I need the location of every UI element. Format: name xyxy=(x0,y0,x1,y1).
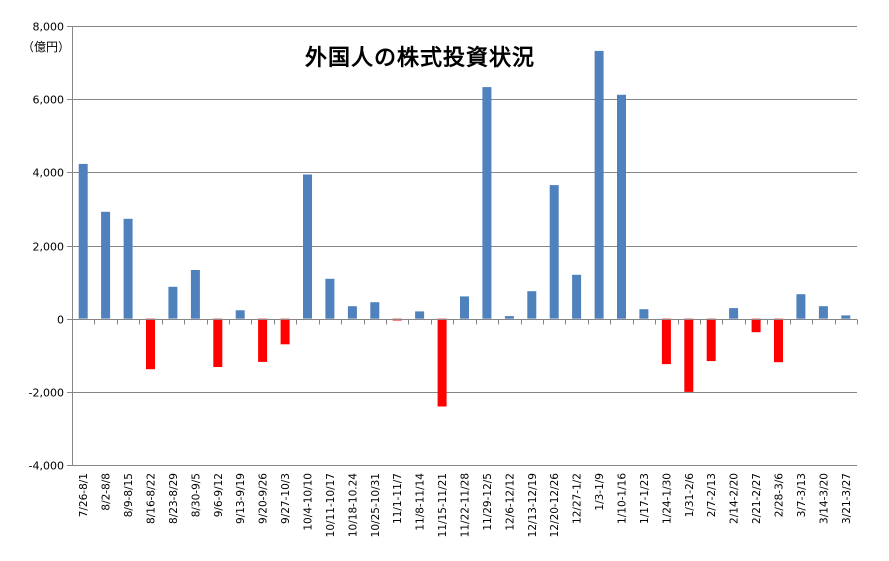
x-tick-label: 2/28-3/6 xyxy=(774,473,786,518)
x-tick-label: 9/6-9/12 xyxy=(213,473,225,517)
chart-title: 外国人の株式投資状況 xyxy=(305,46,536,71)
bar xyxy=(796,294,806,319)
bar xyxy=(706,318,716,362)
bar xyxy=(617,94,626,319)
x-tick-label: 11/8-11/14 xyxy=(415,473,427,531)
bar xyxy=(303,174,312,319)
x-tick-label: 3/14-3/20 xyxy=(818,473,830,524)
x-tick-label: 2/21-2/27 xyxy=(751,473,763,524)
bar xyxy=(123,218,133,319)
y-tick-label: 4,000 xyxy=(33,167,65,180)
axes xyxy=(67,26,858,466)
bar xyxy=(818,306,828,319)
x-tick-label: 1/31-2/6 xyxy=(684,473,696,518)
x-tick-label: 1/24-1/30 xyxy=(661,473,673,524)
bar xyxy=(841,315,851,319)
x-tick-label: 10/25-10/31 xyxy=(370,473,382,537)
x-tick-label: 1/17-1/23 xyxy=(639,473,651,524)
x-tick-label: 12/20-12/26 xyxy=(549,473,561,538)
x-tick-label: 12/6-12/12 xyxy=(504,473,516,531)
bar xyxy=(661,318,671,365)
x-tick-label: 11/22-11/28 xyxy=(460,473,472,537)
bar xyxy=(527,291,537,319)
x-tick-label: 8/9-8/15 xyxy=(123,473,135,517)
bar xyxy=(235,310,245,319)
y-tick-label: 0 xyxy=(57,314,64,327)
bar xyxy=(729,308,739,319)
x-tick-label: 10/4-10/10 xyxy=(303,473,315,531)
bar xyxy=(639,309,649,319)
bar xyxy=(213,318,223,367)
bars xyxy=(78,50,851,407)
bar xyxy=(168,286,178,319)
y-tick-label: -4,000 xyxy=(29,460,64,473)
y-tick-label: -2,000 xyxy=(29,387,64,400)
x-tick-label: 11/1-11/7 xyxy=(392,473,404,524)
x-tick-label: 9/27-10/3 xyxy=(280,473,292,524)
bar xyxy=(190,270,200,319)
y-tick-label: 8,000 xyxy=(33,21,65,34)
bar xyxy=(437,318,447,407)
x-tick-label: 1/3-1/9 xyxy=(594,473,606,511)
bar xyxy=(460,296,469,319)
bar xyxy=(258,318,268,362)
bar xyxy=(78,163,88,319)
bar xyxy=(684,318,694,392)
bar xyxy=(347,306,357,319)
bar xyxy=(774,318,783,363)
x-tick-label: 9/20-9/26 xyxy=(258,473,270,524)
bar xyxy=(101,211,111,319)
x-tick-labels: 7/26-8/1 8/2-8/8 8/9-8/15 8/16-8/22 8/23-8/2… xyxy=(78,473,853,538)
x-tick-label: 8/23-8/29 xyxy=(168,473,180,524)
bar xyxy=(751,318,761,333)
bar xyxy=(415,311,425,319)
x-tick-label: 10/18-10.24 xyxy=(347,473,359,537)
x-tick-label: 3/7-3/13 xyxy=(796,473,808,517)
x-tick-label: 12/27-1/2 xyxy=(572,473,584,524)
x-tick-label: 11/15-11/21 xyxy=(437,473,449,537)
bar xyxy=(572,274,582,319)
bar xyxy=(482,87,492,319)
x-tick-label: 11/29-12/5 xyxy=(482,473,494,531)
bar xyxy=(594,50,604,319)
y-tick-label: 2,000 xyxy=(33,241,65,254)
x-tick-label: 2/14-2/20 xyxy=(729,473,741,524)
bar xyxy=(280,318,290,345)
x-tick-label: 10/11-10/17 xyxy=(325,473,337,537)
x-tick-label: 12/13-12/19 xyxy=(527,473,539,537)
y-tick-label: 6,000 xyxy=(33,94,65,107)
unit-label: （億円） xyxy=(22,40,71,54)
bar xyxy=(549,185,559,319)
bar xyxy=(325,278,335,319)
bar xyxy=(146,318,155,370)
gridlines xyxy=(72,26,857,466)
y-tick-labels: -4,000 -2,000 0 2,000 4,000 6,000 8,000 xyxy=(29,21,64,473)
bar xyxy=(504,316,514,319)
bar xyxy=(370,302,380,319)
x-tick-label: 9/13-9/19 xyxy=(235,473,247,524)
x-tick-label: 8/16-8/22 xyxy=(146,473,158,524)
x-tick-label: 3/21-3/27 xyxy=(841,473,853,524)
x-tick-label: 1/10-1/16 xyxy=(617,473,629,524)
x-tick-label: 7/26-8/1 xyxy=(78,473,90,517)
x-tick-label: 8/2-8/8 xyxy=(101,473,113,511)
x-tick-label: 8/30-9/5 xyxy=(190,473,202,517)
x-tick-label: 2/7-2/13 xyxy=(706,473,718,517)
